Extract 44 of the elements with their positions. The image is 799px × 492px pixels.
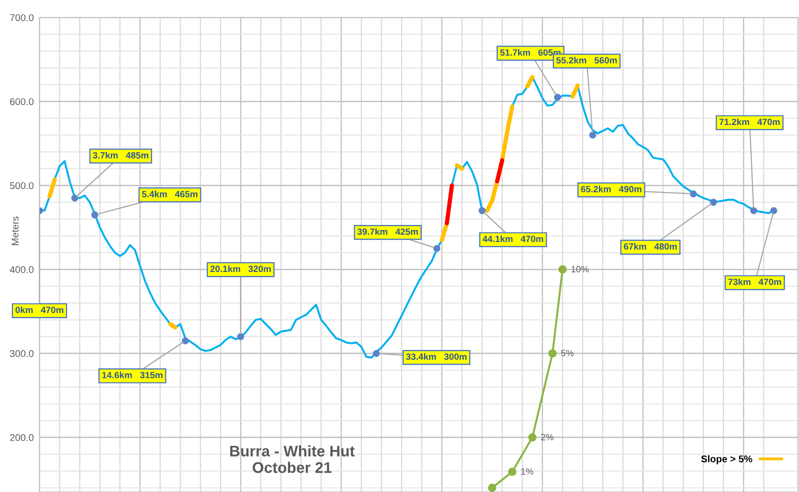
annotation: 10% [572, 266, 589, 272]
annotation: 71.2km 470m [719, 118, 780, 126]
annotation: 73km 470m [728, 278, 782, 286]
annotation: 5.4km 465m [142, 190, 198, 198]
point [488, 484, 496, 492]
annotation: 0km 470m [16, 306, 64, 314]
point [478, 207, 486, 214]
point [589, 132, 596, 139]
annotation: 20.1km 320m [210, 265, 271, 272]
point [554, 94, 561, 101]
point [182, 337, 189, 344]
y-tick-label: 400.0 [10, 266, 34, 274]
annotation: 14.6km 315m [102, 372, 162, 378]
point [433, 244, 440, 252]
annotation: 3.7km 485m [92, 152, 148, 158]
y-tick-label: 600.0 [10, 98, 34, 106]
y-tick-label: 200.0 [10, 434, 34, 442]
point [71, 194, 78, 202]
annotation: 2% [541, 434, 554, 440]
point [548, 349, 557, 358]
text: Burra - White Hut October 21 [230, 445, 355, 473]
point [528, 433, 537, 442]
point [508, 468, 516, 476]
point [237, 333, 244, 340]
point [91, 211, 98, 218]
annotation: 33.4km 300m [406, 353, 467, 360]
annotation: 44.1km 470m [482, 235, 544, 242]
annotation: 55.2km 560m [556, 56, 617, 64]
legend-label: Slope > 5% [701, 455, 752, 464]
annotation: 65.2km 490m [581, 186, 642, 192]
point [372, 350, 380, 357]
y-tick-label: 500.0 [10, 182, 34, 190]
annotation: 5% [561, 350, 574, 356]
y-tick-label: 700.0 [10, 14, 34, 22]
annotation: 67km 480m [624, 243, 677, 250]
point [770, 207, 778, 214]
annotation: 39.7km 425m [357, 228, 418, 235]
point [558, 265, 567, 274]
annotation: 1% [521, 468, 534, 475]
point [690, 190, 697, 198]
y-tick-label: 300.0 [10, 350, 34, 358]
y-axis-title: Meters [12, 216, 19, 246]
point [750, 207, 758, 214]
point [710, 198, 717, 206]
